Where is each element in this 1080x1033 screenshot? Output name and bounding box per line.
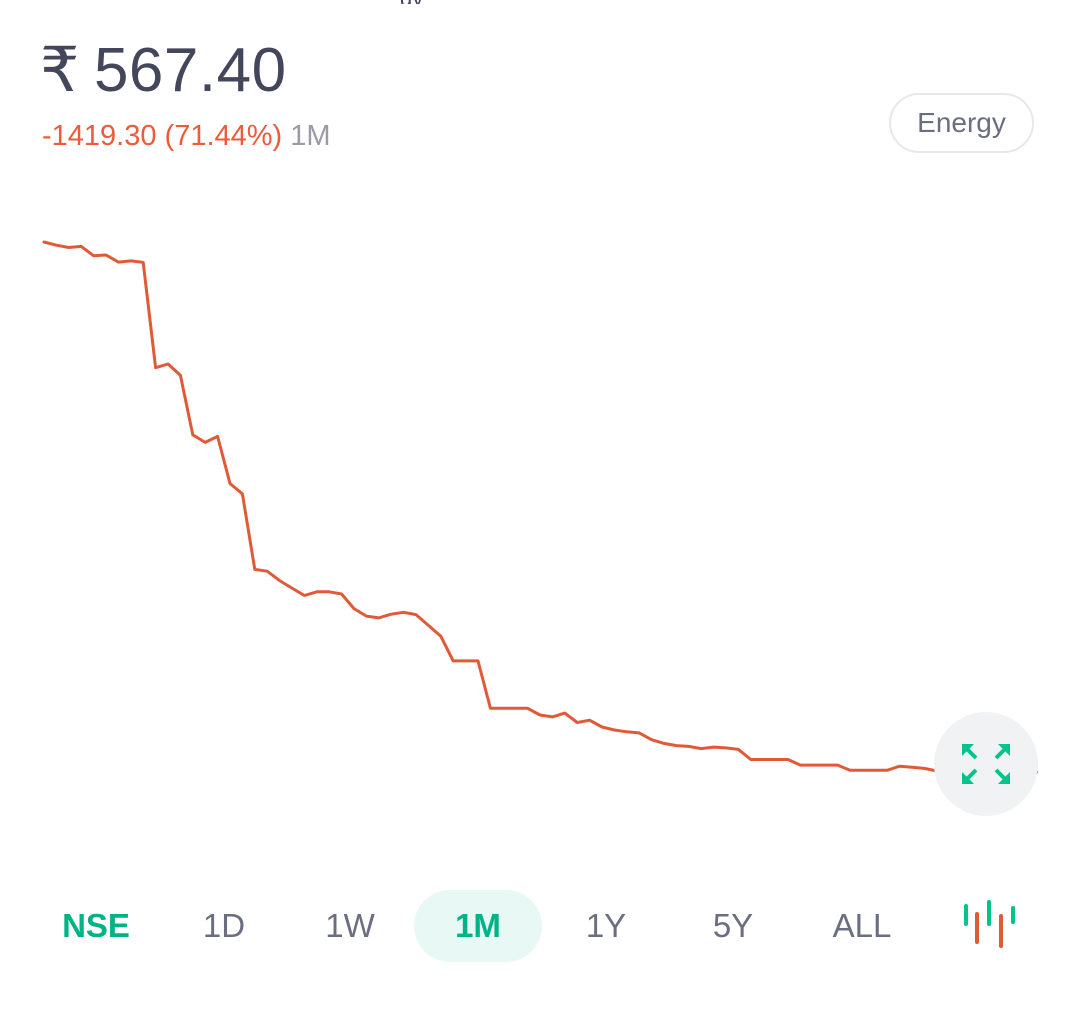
tab-1w[interactable]: 1W: [325, 907, 375, 944]
currency-symbol: ₹: [40, 36, 80, 105]
expand-chart-button[interactable]: [934, 712, 1038, 816]
sector-label: Energy: [917, 107, 1006, 138]
price-value: 567.40: [93, 36, 287, 105]
current-price: ₹567.40: [40, 36, 287, 106]
tab-1y[interactable]: 1Y: [585, 907, 627, 944]
expand-arrows-icon: [962, 744, 1010, 784]
change-period: 1M: [290, 120, 331, 152]
tab-1m[interactable]: 1M: [414, 890, 542, 962]
tab-5y[interactable]: 5Y: [712, 907, 754, 944]
sector-tag-button[interactable]: Energy: [889, 93, 1034, 153]
price-series-line: [42, 240, 1038, 774]
app-title-clipped: gy: [400, 0, 460, 4]
price-change-row: -1419.30 (71.44%) 1M: [42, 118, 331, 154]
exchange-selector[interactable]: NSE: [62, 907, 130, 944]
candlestick-toggle-icon[interactable]: [955, 898, 1025, 958]
tab-1d[interactable]: 1D: [202, 907, 246, 944]
range-tabs: NSE 1D 1W 1M 1Y 5Y ALL: [0, 890, 1080, 966]
tab-all[interactable]: ALL: [832, 907, 892, 944]
price-line-chart[interactable]: [0, 0, 1080, 880]
price-change: -1419.30 (71.44%): [42, 120, 283, 152]
